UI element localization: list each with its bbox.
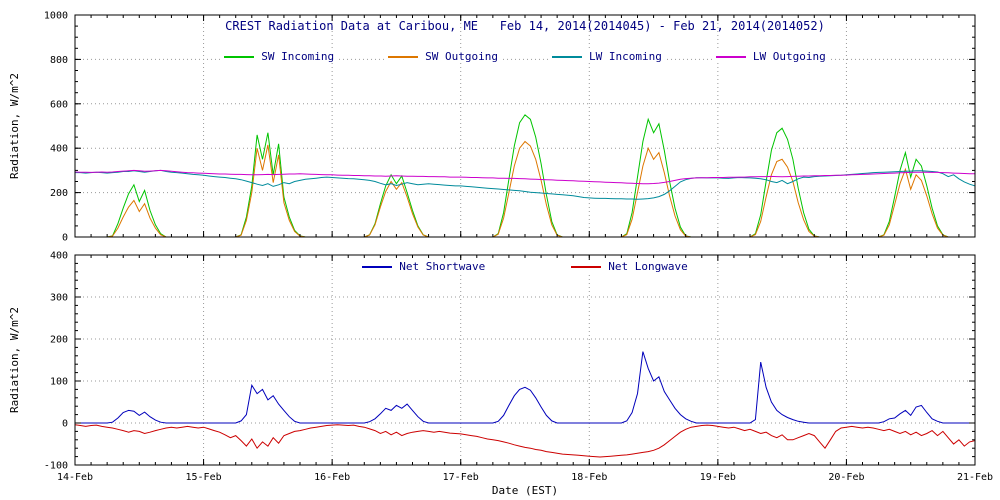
series-lw-outgoing: [75, 169, 975, 185]
legend-label-sw-incoming: SW Incoming: [261, 50, 335, 63]
legend-entry-sw-outgoing: SW Outgoing: [385, 50, 501, 63]
legend-line-lw-outgoing-icon: [715, 55, 746, 58]
legend-entry-net-longwave: Net Longwave: [568, 260, 691, 273]
x-tick-label: 16-Feb: [314, 472, 350, 483]
x-axis-label: Date (EST): [492, 484, 558, 497]
y-tick-label: 200: [50, 335, 68, 346]
y-tick-label: 0: [62, 419, 68, 430]
legend-label-lw-incoming: LW Incoming: [589, 50, 662, 63]
legend-entry-lw-incoming: LW Incoming: [549, 50, 665, 63]
x-tick-label: 15-Feb: [186, 472, 222, 483]
plot-border: [74, 14, 976, 238]
legend-line-net-longwave-icon: [571, 265, 602, 268]
legend-label-lw-outgoing: LW Outgoing: [752, 50, 826, 63]
y-tick-label: 400: [50, 251, 68, 262]
legend-entry-lw-outgoing: LW Outgoing: [712, 50, 829, 63]
x-tick-label: 20-Feb: [828, 472, 864, 483]
y-tick-label: 600: [50, 99, 68, 110]
y-axis-label: Radiation, W/m^2: [8, 73, 21, 179]
series-sw-outgoing: [75, 140, 975, 237]
legend-label-sw-outgoing: SW Outgoing: [425, 50, 498, 63]
y-tick-label: 300: [50, 293, 68, 304]
x-tick-label: 18-Feb: [571, 472, 607, 483]
series-lw-incoming: [75, 169, 975, 200]
x-tick-label: 19-Feb: [700, 472, 736, 483]
y-tick-label: 200: [50, 188, 68, 199]
legend-entry-net-shortwave: Net Shortwave: [359, 260, 489, 273]
legend-line-net-shortwave-icon: [362, 265, 393, 268]
chart-panel-1: -100 0 100 200 300 400 14-Feb 15-Feb 16-Feb 17-Fe…: [8, 251, 993, 498]
legend-label-net-shortwave: Net Shortwave: [399, 260, 486, 273]
x-tick-label: 17-Feb: [443, 472, 479, 483]
y-tick-label: 1000: [44, 11, 68, 22]
x-tick-label: 14-Feb: [57, 472, 93, 483]
y-tick-label: 0: [62, 233, 68, 244]
y-tick-label: 400: [50, 144, 68, 155]
series-net-longwave: [75, 424, 975, 458]
legend-line-sw-outgoing-icon: [388, 55, 419, 58]
plot-border: [74, 254, 976, 466]
legend-line-lw-incoming-icon: [552, 55, 582, 58]
legend-top-panel: SW Incoming SW Outgoing LW Incoming LW O…: [75, 50, 975, 63]
legend-line-sw-incoming-icon: [224, 55, 255, 58]
y-tick-label: 800: [50, 55, 68, 66]
series-sw-incoming: [75, 114, 975, 237]
series-net-shortwave: [75, 351, 975, 424]
x-tick-label: 21-Feb: [957, 472, 993, 483]
chart-title: CREST Radiation Data at Caribou, ME Feb …: [225, 19, 825, 33]
legend-entry-sw-incoming: SW Incoming: [221, 50, 338, 63]
chart-panel-0: 0 200 400 600 800 1000 Radiation, W/m^2: [8, 11, 976, 244]
legend-label-net-longwave: Net Longwave: [608, 260, 688, 273]
y-tick-label: 100: [50, 377, 68, 388]
legend-bottom-panel: Net Shortwave Net Longwave: [75, 260, 975, 273]
y-axis-label: Radiation, W/m^2: [8, 307, 21, 413]
y-tick-label: -100: [44, 461, 68, 472]
